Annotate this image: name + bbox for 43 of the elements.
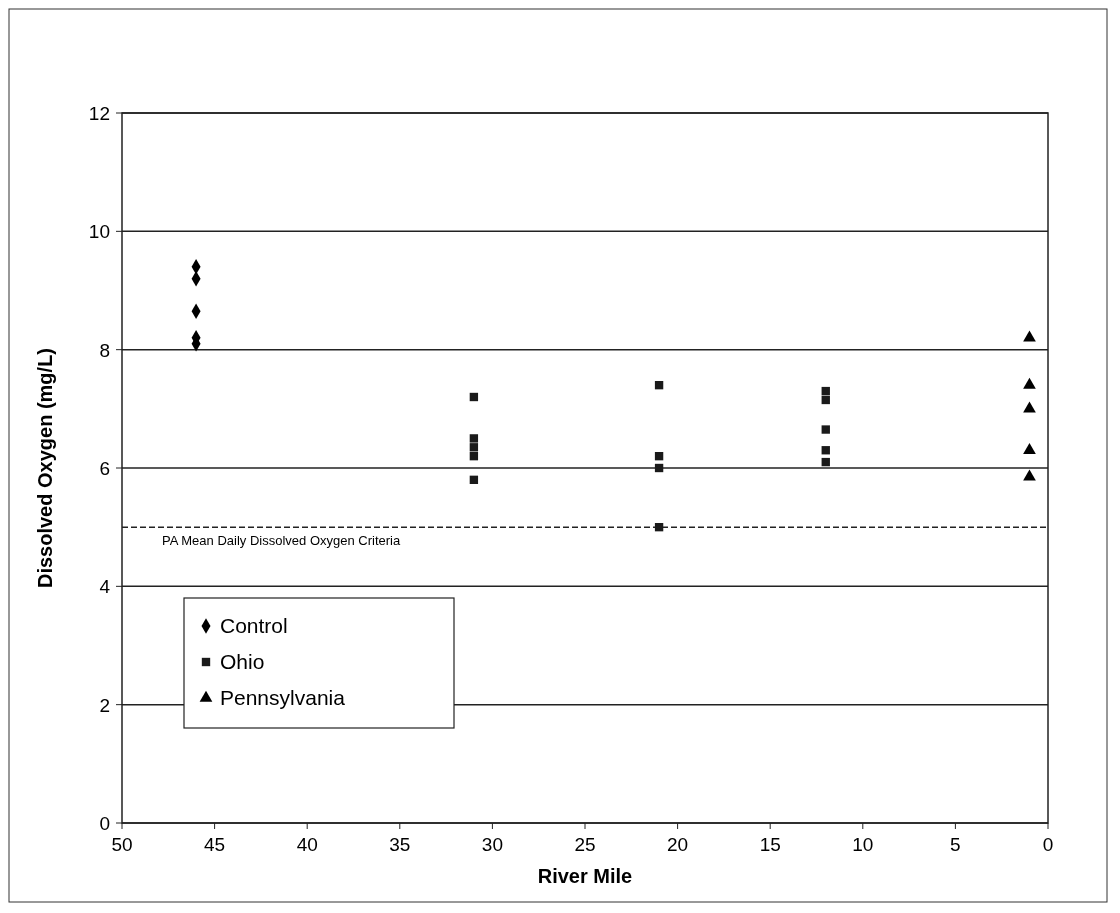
point [654, 380, 664, 390]
y-tick-label: 0 [99, 813, 110, 834]
point [469, 443, 479, 452]
x-tick-label: 20 [667, 834, 689, 855]
x-axis-title: River Mile [537, 865, 633, 887]
y-tick-label: 4 [99, 576, 111, 598]
point [1023, 401, 1036, 413]
point [654, 451, 664, 461]
x-tick-label: 50 [111, 834, 133, 855]
point [469, 392, 479, 402]
point [469, 451, 479, 461]
x-tick-label: 10 [852, 834, 874, 855]
legend-label: Control [220, 614, 288, 637]
point [654, 522, 664, 532]
x-tick-label: 25 [574, 834, 596, 855]
y-tick-label: 10 [88, 221, 110, 243]
ref-line-label: PA Mean Daily Dissolved Oxygen Criteria [162, 533, 401, 549]
x-tick-label: 5 [950, 834, 961, 855]
point [821, 446, 830, 455]
point [654, 463, 664, 473]
point [821, 425, 830, 434]
legend-label: Pennsylvania [220, 686, 346, 709]
y-axis-title: Dissolved Oxygen (mg/L) [34, 347, 56, 589]
point [821, 386, 830, 396]
legend-label: Ohio [220, 650, 265, 673]
point [469, 475, 479, 485]
x-tick-label: 15 [759, 834, 781, 855]
point [469, 434, 479, 443]
point [1023, 377, 1036, 389]
point [1023, 469, 1036, 481]
x-tick-label: 0 [1042, 834, 1054, 855]
y-tick-label: 6 [99, 458, 110, 479]
x-tick-label: 35 [389, 834, 411, 855]
x-tick-label: 40 [296, 834, 318, 855]
point [1023, 330, 1036, 342]
x-tick-label: 45 [204, 834, 226, 855]
y-tick-label: 8 [99, 339, 110, 361]
point [821, 457, 830, 467]
x-tick-label: 30 [481, 834, 503, 855]
y-tick-label: 12 [88, 103, 110, 124]
y-tick-label: 2 [99, 694, 110, 716]
point [821, 395, 830, 405]
point [1023, 442, 1036, 454]
